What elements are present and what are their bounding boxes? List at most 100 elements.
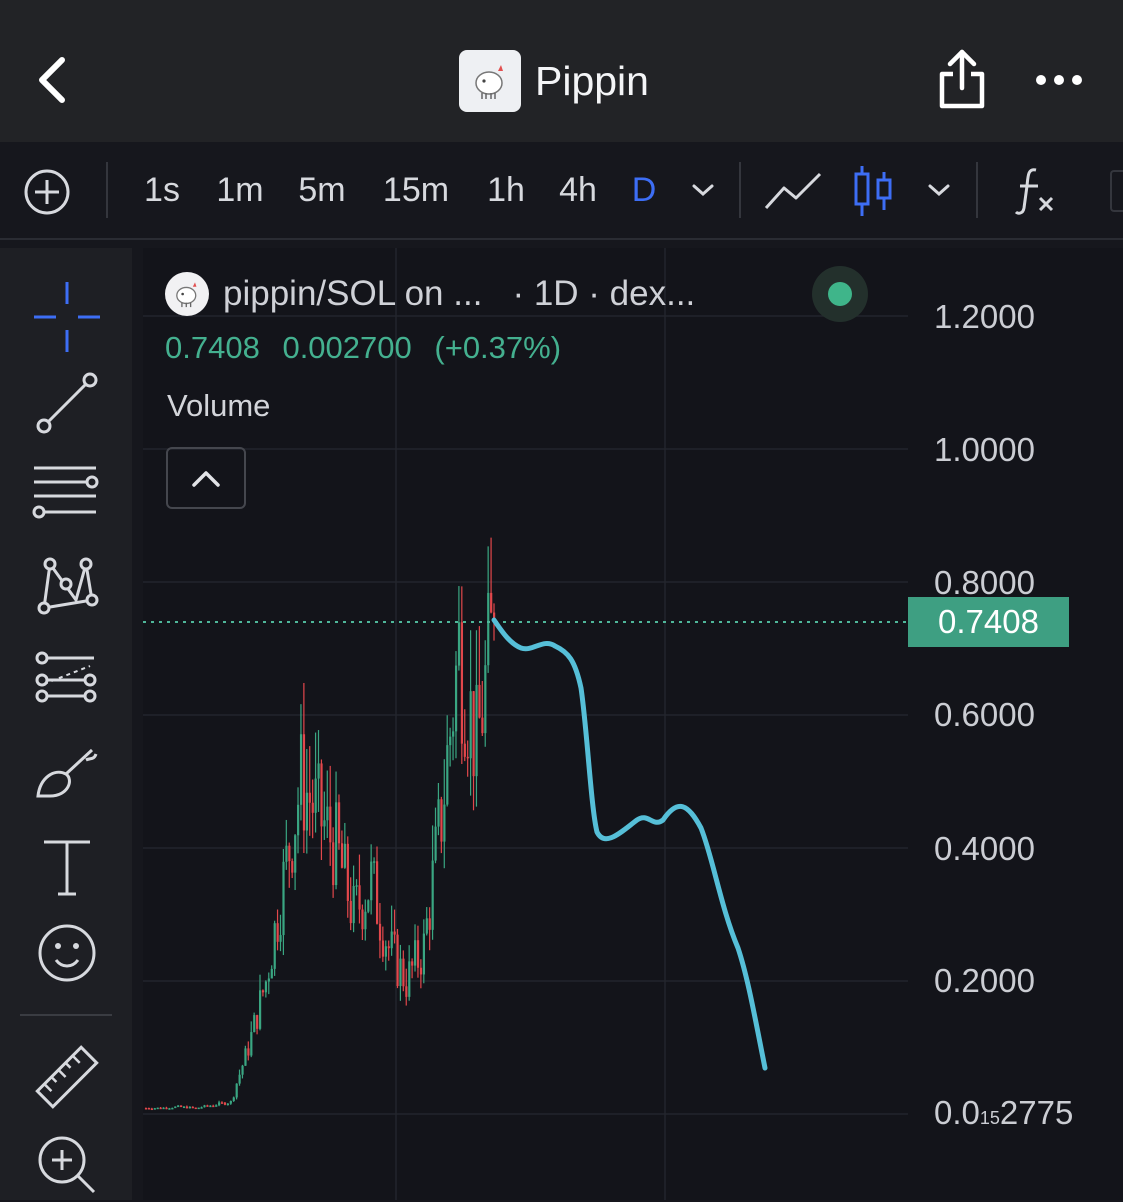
- page-title: Pippin: [535, 57, 649, 104]
- fib-retracement-icon[interactable]: [30, 456, 104, 530]
- change-value: 0.002700: [282, 330, 412, 365]
- candle-body: [454, 665, 458, 732]
- plus-circle-icon[interactable]: [22, 167, 72, 217]
- price-axis-min-label: 0.0152775: [934, 1094, 1073, 1132]
- candle-body: [159, 1107, 162, 1110]
- more-tools-icon[interactable]: [1110, 170, 1123, 212]
- candle-body: [402, 958, 405, 987]
- candle-body: [317, 763, 320, 779]
- timeframe-4h[interactable]: 4h: [559, 170, 597, 209]
- candle-body: [478, 684, 481, 718]
- candle-body: [147, 1108, 151, 1110]
- candle-body: [393, 931, 396, 935]
- candle-body: [384, 946, 387, 957]
- candle-body: [381, 940, 385, 957]
- candle-body: [452, 731, 455, 737]
- share-icon[interactable]: [936, 48, 988, 112]
- pattern-icon[interactable]: [30, 550, 104, 624]
- candle-body: [247, 1048, 250, 1056]
- candle-body: [335, 802, 338, 886]
- candle-body: [431, 860, 434, 930]
- candle-body: [490, 592, 493, 613]
- chevron-up-icon: [192, 471, 220, 487]
- chart-legend[interactable]: pippin/SOL on ... · 1D · dex...: [165, 266, 695, 322]
- candle-body: [223, 1102, 227, 1105]
- price-axis-label: 0.6000: [934, 696, 1035, 733]
- candle-body: [209, 1105, 212, 1108]
- candle-body: [378, 923, 382, 941]
- chevron-left-icon[interactable]: [30, 50, 80, 110]
- candle-body: [241, 1065, 244, 1075]
- min-label-sub: 15: [979, 1108, 1000, 1128]
- text-icon[interactable]: [30, 832, 104, 906]
- zoom-in-icon[interactable]: [30, 1128, 104, 1202]
- crosshair-icon[interactable]: [30, 280, 104, 354]
- candle-body: [487, 592, 490, 666]
- candle-body: [177, 1105, 180, 1108]
- ruler-icon[interactable]: [30, 1040, 104, 1114]
- candle-body: [390, 931, 393, 949]
- candle-body: [273, 923, 276, 969]
- annotation-curve: [491, 617, 768, 1071]
- candle-body: [361, 909, 364, 930]
- price-chart[interactable]: [143, 248, 1123, 1200]
- candle-body: [411, 961, 414, 966]
- candle-body: [332, 842, 335, 886]
- candle-body: [264, 981, 268, 993]
- price-axis-label: 0.2000: [934, 962, 1035, 999]
- chevron-down-icon[interactable]: [690, 180, 716, 200]
- drawing-tools-sidebar: [0, 248, 132, 1200]
- price-axis-label: 0.8000: [934, 564, 1035, 601]
- candle-body: [367, 900, 370, 912]
- candle-body: [446, 745, 449, 805]
- candle-body: [191, 1106, 194, 1109]
- timeframe-1s[interactable]: 1s: [144, 170, 180, 209]
- candle-body: [194, 1107, 197, 1110]
- candle-body: [376, 861, 379, 924]
- candle-body: [457, 622, 461, 666]
- candle-body: [206, 1105, 209, 1107]
- candle-body: [229, 1101, 232, 1104]
- header-title-group: Pippin: [459, 50, 649, 112]
- timeframe-1h[interactable]: 1h: [487, 170, 525, 209]
- candle-body: [337, 802, 341, 844]
- trend-line-icon[interactable]: [30, 366, 104, 440]
- candle-body: [282, 861, 285, 936]
- candle-body: [463, 743, 466, 757]
- candle-body: [472, 691, 475, 777]
- candle-body: [291, 861, 294, 873]
- candle-body: [320, 763, 323, 827]
- timeframe-1m[interactable]: 1m: [216, 170, 264, 209]
- toolbar-divider: [739, 162, 741, 218]
- prediction-icon[interactable]: [30, 644, 104, 718]
- market-status-indicator: [812, 266, 868, 322]
- candle-body: [200, 1107, 203, 1109]
- more-horizontal-icon[interactable]: [1034, 64, 1084, 96]
- timeframe-5m[interactable]: 5m: [298, 170, 346, 209]
- candle-body: [493, 612, 496, 622]
- timeframe-d[interactable]: D: [631, 170, 657, 209]
- change-percent: (+0.37%): [434, 330, 562, 365]
- timeframe-15m[interactable]: 15m: [382, 170, 450, 209]
- line-chart-icon[interactable]: [762, 168, 824, 214]
- candle-body: [188, 1106, 191, 1109]
- collapse-legend-button[interactable]: [166, 447, 246, 509]
- candle-body: [346, 843, 349, 901]
- candle-body: [340, 843, 344, 868]
- brush-icon[interactable]: [30, 738, 104, 812]
- emoji-icon[interactable]: [30, 916, 104, 990]
- candle-body: [349, 900, 352, 924]
- candle-body: [256, 1015, 259, 1029]
- ohlc-values: 0.7408 0.002700 (+0.37%): [165, 330, 575, 366]
- function-icon[interactable]: [1012, 164, 1058, 216]
- candle-body: [405, 986, 408, 997]
- close-value: 0.7408: [165, 330, 260, 365]
- chevron-down-icon[interactable]: [926, 180, 952, 200]
- price-axis-label: 0.4000: [934, 830, 1035, 867]
- candle-body: [220, 1102, 224, 1104]
- candlestick-icon[interactable]: [852, 164, 894, 218]
- candle-body: [481, 717, 484, 734]
- candle-body: [215, 1105, 218, 1107]
- candle-body: [396, 934, 399, 987]
- pippin-token-icon: [165, 272, 209, 316]
